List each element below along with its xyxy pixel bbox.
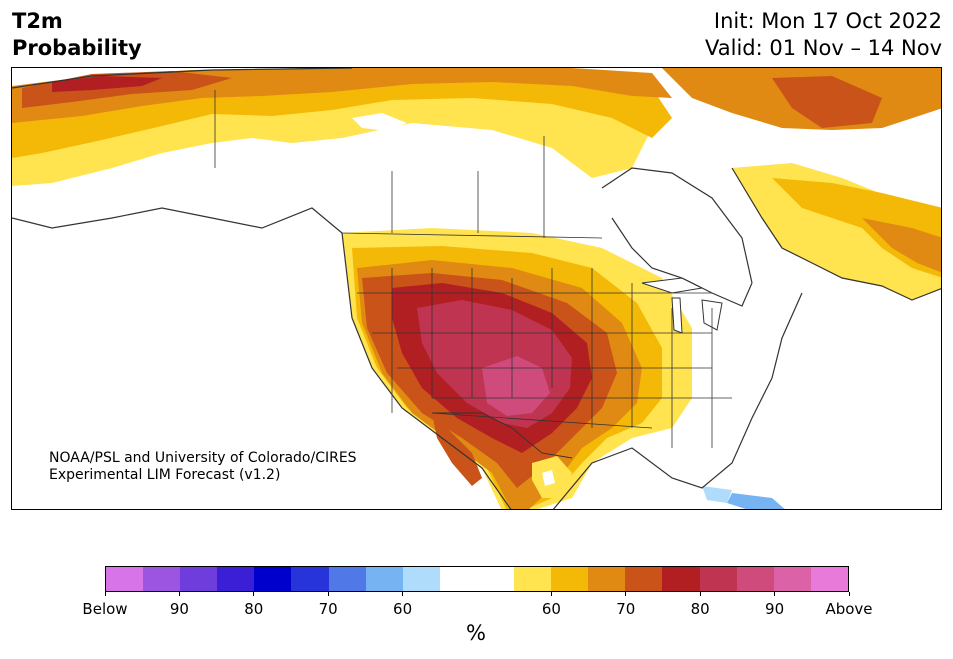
colorbar-swatch <box>365 567 403 591</box>
hudson-bay-coast <box>601 167 753 307</box>
colorbar-tick <box>699 592 701 596</box>
political-borders <box>214 90 732 448</box>
colorbar-tick-label: 60 <box>541 600 561 618</box>
colorbar-tick-label: 80 <box>690 600 710 618</box>
cuba-blue <box>727 493 785 509</box>
colorbar-swatch <box>328 567 366 591</box>
coastline-west-us <box>341 232 512 509</box>
colorbar-swatch <box>180 567 218 591</box>
colorbar-tick-label: 70 <box>318 600 338 618</box>
lake-michigan <box>671 297 683 334</box>
colorbar-tick <box>253 592 255 596</box>
attribution: NOAA/PSL and University of Colorado/CIRE… <box>49 450 357 484</box>
mexico-white-spot <box>542 470 555 486</box>
us-mexico-border <box>432 412 573 459</box>
great-slave-lake <box>412 148 467 163</box>
colorbar-swatch <box>736 567 774 591</box>
colorbar-swatch <box>810 567 848 591</box>
colorbar-tick <box>625 592 627 596</box>
coastline-north <box>12 68 353 234</box>
colorbar-swatch <box>773 567 811 591</box>
colorbar-swatch <box>217 567 255 591</box>
colorbar-tick-label: 90 <box>169 600 189 618</box>
colorbar-tick <box>104 592 106 596</box>
colorbar-swatch <box>106 567 144 591</box>
colorbar-tick <box>327 592 329 596</box>
colorbar-swatch <box>402 567 440 591</box>
colorbar-swatch <box>291 567 329 591</box>
title-line-2: Probability <box>12 36 142 60</box>
greenland-red <box>772 76 882 128</box>
colorbar-swatch <box>551 567 589 591</box>
colorbar-swatch <box>588 567 626 591</box>
north-yellow-band <box>12 86 652 186</box>
forecast-dates: Init: Mon 17 Oct 2022 Valid: 01 Nov – 14… <box>705 8 942 62</box>
colorbar-swatch <box>625 567 663 591</box>
attribution-line-2: Experimental LIM Forecast (v1.2) <box>49 467 281 483</box>
colorbar-tick-label: 90 <box>765 600 785 618</box>
colorbar-swatch <box>254 567 292 591</box>
attribution-line-1: NOAA/PSL and University of Colorado/CIRE… <box>49 450 357 466</box>
colorbar-swatch <box>439 567 477 591</box>
plot-title: T2m Probability <box>12 8 142 62</box>
colorbar-unit: % <box>466 621 486 645</box>
colorbar-tick-label: Above <box>825 600 873 618</box>
probability-map <box>12 68 941 509</box>
colorbar-tick-label: 60 <box>393 600 413 618</box>
us-pink-core <box>482 356 550 416</box>
colorbar-tick <box>550 592 552 596</box>
colorbar-tick-label: Below <box>82 600 128 618</box>
colorbar-swatch <box>143 567 181 591</box>
colorbar-tick-label: 70 <box>616 600 636 618</box>
colorbar-tick-label: 80 <box>244 600 264 618</box>
map-panel <box>11 67 942 510</box>
colorbar-swatch <box>662 567 700 591</box>
ne-canada-orange <box>862 218 941 273</box>
ne-canada-gold <box>772 178 941 278</box>
colorbar-tick <box>848 592 850 596</box>
init-date: Init: Mon 17 Oct 2022 <box>713 9 942 33</box>
colorbar-swatch <box>476 567 515 591</box>
colorbar-tick <box>402 592 404 596</box>
cuba-lightblue <box>702 486 732 503</box>
valid-range: Valid: 01 Nov – 14 Nov <box>705 36 942 60</box>
colorbar-swatch <box>514 567 552 591</box>
title-line-1: T2m <box>12 9 63 33</box>
colorbar-tick <box>178 592 180 596</box>
great-bear-lake <box>352 113 407 131</box>
colorbar-swatch <box>699 567 737 591</box>
coastline-east <box>552 167 941 509</box>
alaska-darkred-cap <box>52 76 162 92</box>
colorbar-tick <box>774 592 776 596</box>
colorbar <box>105 566 849 592</box>
